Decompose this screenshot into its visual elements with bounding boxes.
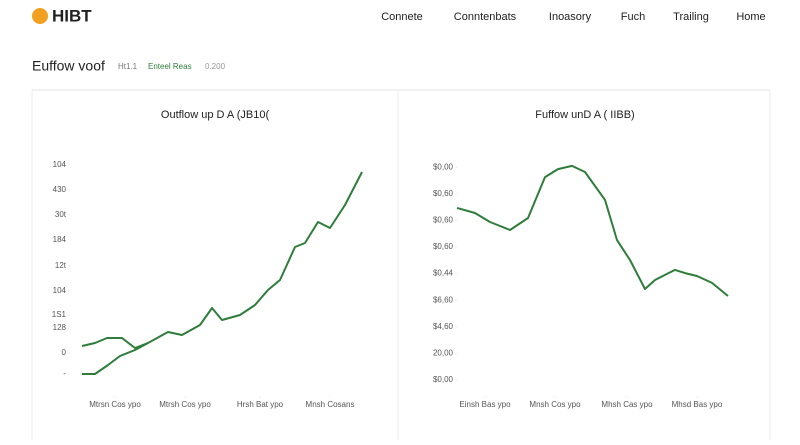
nav-link[interactable]: Home [736, 11, 765, 23]
nav-link[interactable]: Connete [381, 11, 423, 23]
y-tick-label: $0,00 [433, 162, 454, 171]
x-tick-label: Mnsh Cosans [306, 400, 355, 409]
y-tick-label: 430 [53, 185, 67, 194]
badge: Enteel Reas [148, 62, 192, 71]
y-tick-label: 1S1 [52, 310, 67, 319]
page-title: Euffow voof [32, 58, 105, 74]
y-tick-label: $4,60 [433, 322, 454, 331]
y-tick-label: $0,00 [433, 375, 454, 384]
y-tick-label: 184 [53, 235, 67, 244]
logo-icon [32, 8, 48, 24]
y-tick-label: 30t [55, 210, 67, 219]
x-tick-label: Hrsh Bat ypo [237, 400, 284, 409]
x-tick-label: Mhsh Cas ypo [601, 400, 653, 409]
x-tick-label: Mhsd Bas ypo [672, 400, 723, 409]
y-tick-label: $0,60 [433, 216, 454, 225]
y-tick-label: 20,00 [433, 349, 454, 358]
nav: Connete Conntenbats Inoasory Fuch Trailing Ho… [381, 11, 765, 23]
y-tick-label: 0 [62, 348, 67, 357]
nav-link[interactable]: Trailing [673, 11, 709, 23]
x-tick-label: Mnsh Cos ypo [529, 400, 581, 409]
chart-title: Fuffow unD A ( IIBB) [535, 109, 634, 121]
y-tick-label: 104 [53, 160, 67, 169]
logo: HIBT [52, 6, 92, 25]
nav-link[interactable]: Conntenbats [454, 11, 517, 23]
y-tick-label: 12t [55, 261, 67, 270]
x-tick-label: Einsh Bas ypo [459, 400, 511, 409]
x-tick-label: Mtrsh Cos ypo [159, 400, 211, 409]
y-tick-label: 128 [53, 323, 67, 332]
line [82, 171, 363, 375]
y-tick-label: $0,60 [433, 189, 454, 198]
note: 0.200 [205, 62, 226, 71]
y-tick-label: - [63, 369, 66, 378]
line [456, 164, 729, 297]
y-tick-label: $6,60 [433, 295, 454, 304]
nav-link[interactable]: Inoasory [549, 11, 592, 23]
meta: Ht1.1 [118, 62, 138, 71]
nav-link[interactable]: Fuch [621, 11, 645, 23]
x-tick-label: Mtrsn Cos ypo [89, 400, 141, 409]
y-tick-label: $0,60 [433, 242, 454, 251]
chart-title: Outflow up D A (JB10( [161, 109, 270, 121]
y-tick-label: 104 [53, 286, 67, 295]
y-tick-label: $0,44 [433, 269, 454, 278]
line [81, 337, 149, 349]
